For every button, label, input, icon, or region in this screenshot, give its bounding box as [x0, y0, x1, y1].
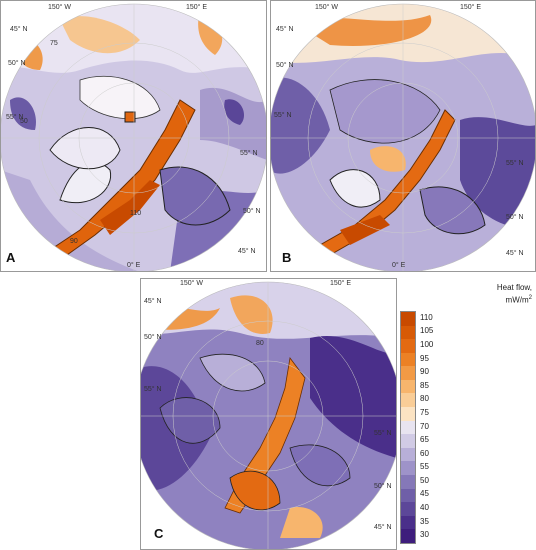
lat-label-b-2: 50° N: [276, 62, 294, 69]
lat-label-c-6: 45° N: [374, 524, 392, 531]
lat-label-c-4: 55° N: [374, 430, 392, 437]
contour-label-80: 80: [256, 340, 264, 347]
colorbar-swatch: [401, 474, 415, 489]
lat-label-b-3: 55° N: [274, 112, 292, 119]
lon-label-b-tr: 150° E: [460, 4, 482, 11]
colorbar-tick-label: 105: [420, 326, 434, 336]
lon-label-a-tl: 150° W: [48, 4, 72, 11]
colorbar-tick-label: 80: [420, 394, 429, 404]
lat-label-c-3: 55° N: [144, 386, 162, 393]
lat-label-c-5: 50° N: [374, 483, 392, 490]
legend-title-line1: Heat flow,: [496, 283, 532, 292]
colorbar-tick-label: 40: [420, 503, 429, 513]
colorbar-tick-label: 85: [420, 380, 429, 390]
lat-label-a-3: 55° N: [6, 114, 24, 121]
colorbar-tick-label: 65: [420, 435, 429, 445]
heat-flow-map-b: [270, 0, 536, 272]
legend-title: Heat flow, mW/m2: [462, 283, 532, 306]
panel-label-b: B: [282, 250, 292, 265]
colorbar-swatch: [401, 312, 415, 326]
colorbar-swatch: [401, 393, 415, 408]
colorbar-tick-label: 45: [420, 489, 429, 499]
lon-label-a-bottom: 0° E: [127, 262, 141, 269]
colorbar-tick-label: 50: [420, 475, 429, 485]
lat-label-c-2: 50° N: [144, 334, 162, 341]
colorbar-tick-label: 90: [420, 367, 429, 377]
lat-label-c-1: 45° N: [144, 298, 162, 305]
map-panel-a: 150° W 150° E 0° E 45° N 50° N 55° N 55°…: [0, 0, 267, 272]
colorbar-swatch: [401, 352, 415, 367]
lat-label-a-2: 50° N: [8, 60, 26, 67]
legend-title-sup: 2: [528, 295, 532, 301]
map-panel-c: 150° W 150° E 45° N 50° N 55° N 55° N 50…: [140, 278, 397, 550]
colorbar-swatch: [401, 529, 415, 543]
lat-label-a-6: 45° N: [238, 248, 256, 255]
lat-label-b-1: 45° N: [276, 26, 294, 33]
heat-flow-colorbar: [400, 311, 416, 544]
colorbar-swatch: [401, 420, 415, 435]
lon-label-a-tr: 150° E: [186, 4, 208, 11]
colorbar-swatch: [401, 447, 415, 462]
colorbar-tick-label: 75: [420, 407, 429, 417]
contour-label-110: 110: [130, 210, 142, 217]
colorbar-swatch: [401, 325, 415, 340]
panel-label-a: A: [6, 250, 16, 265]
colorbar-swatch: [401, 502, 415, 516]
colorbar-swatch: [401, 366, 415, 380]
heat-flow-colorbar-ticks: 110 105 100 95 90 85 80 75 70 65 60 55 50 45 40 35 30: [420, 311, 460, 544]
lat-label-a-4: 55° N: [240, 150, 258, 157]
heat-flow-map-c: [140, 278, 397, 550]
colorbar-swatch: [401, 407, 415, 421]
colorbar-swatch: [401, 515, 415, 530]
colorbar-swatch: [401, 434, 415, 448]
colorbar-swatch: [401, 379, 415, 394]
lat-label-a-1: 45° N: [10, 26, 28, 33]
colorbar-swatch: [401, 488, 415, 503]
lat-label-b-4: 55° N: [506, 160, 524, 167]
lon-label-c-tl: 150° W: [180, 280, 204, 287]
colorbar-tick-label: 70: [420, 421, 429, 431]
colorbar-tick-label: 35: [420, 516, 429, 526]
contour-label-75: 75: [50, 40, 58, 47]
lon-label-c-tr: 150° E: [330, 280, 352, 287]
colorbar-tick-label: 55: [420, 462, 429, 472]
colorbar-tick-label: 95: [420, 353, 429, 363]
lat-label-b-6: 45° N: [506, 250, 524, 257]
lon-label-b-bottom: 0° E: [392, 262, 406, 269]
lat-label-b-5: 50° N: [506, 214, 524, 221]
contour-label-50: 50: [20, 118, 28, 125]
contour-label-90: 90: [70, 238, 78, 245]
map-panel-b: 150° W 150° E 0° E 45° N 50° N 55° N 55°…: [270, 0, 536, 272]
colorbar-swatch: [401, 461, 415, 475]
lat-label-a-5: 50° N: [243, 208, 261, 215]
lon-label-b-tl: 150° W: [315, 4, 339, 11]
panel-label-c: C: [154, 526, 164, 541]
colorbar-tick-label: 30: [420, 530, 429, 540]
heat-flow-map-a: [0, 0, 267, 272]
colorbar-tick-label: 110: [420, 312, 433, 322]
colorbar-tick-label: 60: [420, 448, 429, 458]
colorbar-tick-label: 100: [420, 339, 434, 349]
legend-title-line2: mW/m: [505, 295, 529, 305]
colorbar-swatch: [401, 339, 415, 353]
